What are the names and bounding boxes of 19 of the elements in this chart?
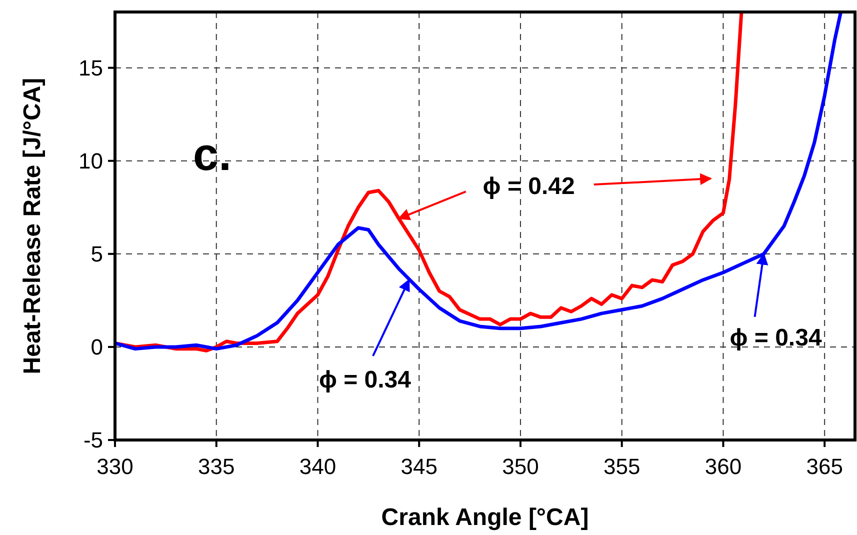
y-tick-label: -5 [83,428,103,453]
y-axis-title: Heat-Release Rate [J/°CA] [19,78,46,374]
y-tick-label: 10 [78,148,103,174]
x-tick-label: 340 [299,454,336,479]
x-tick-label: 360 [704,454,742,479]
x-tick-label: 355 [603,454,640,479]
annotation: ϕ = 0.34 [730,324,822,352]
x-tick-label: 335 [198,454,235,479]
x-tick-label: 365 [806,454,843,479]
y-tick-label: 5 [90,242,103,267]
x-axis-title: Crank Angle [°CA] [381,504,589,531]
annotation: ϕ = 0.34 [318,366,412,394]
annotation: c. [193,128,232,180]
x-tick-label: 350 [502,454,539,479]
y-tick-label: 0 [90,334,103,360]
y-tick-label: 15 [78,56,103,81]
annotation: ϕ = 0.42 [482,172,575,200]
x-tick-label: 330 [96,454,134,479]
x-tick-label: 345 [400,454,438,479]
